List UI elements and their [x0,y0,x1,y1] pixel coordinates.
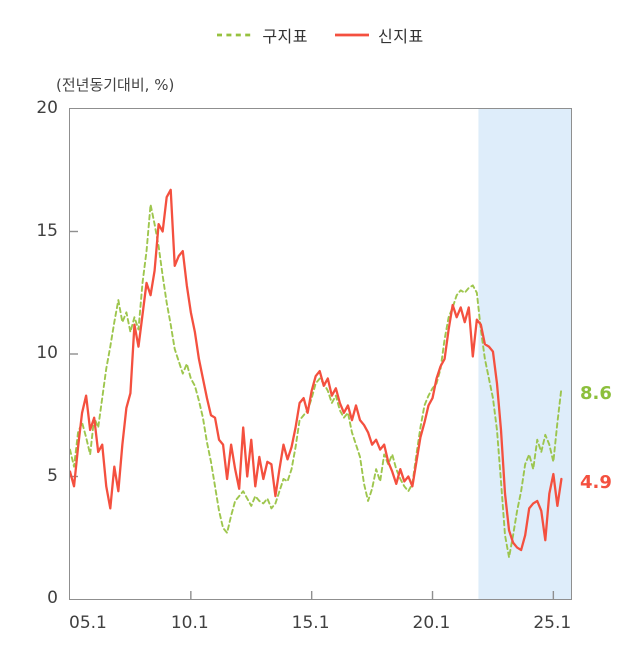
legend-item-new-indicator: 신지표 [334,23,424,47]
end-value-label-new-indicator: 4.9 [580,471,612,493]
x-tick-label: 25.1 [533,613,572,633]
y-axis-unit-label: (전년동기대비, %) [56,76,175,94]
legend-item-old-indicator: 구지표 [216,23,308,47]
series-line-old-indicator [70,203,563,559]
x-tick-label: 20.1 [412,613,451,633]
x-tick-label: 15.1 [291,613,330,633]
plot-area [69,108,572,600]
y-tick-label: 15 [36,220,58,241]
legend: 구지표 신지표 [0,24,640,46]
y-tick-label: 5 [47,465,58,486]
y-tick-label: 0 [47,588,58,608]
dashed-line-sample-icon [217,33,254,37]
x-tick-label: 05.1 [69,613,107,633]
y-tick-label: 10 [36,343,58,363]
legend-label-old-indicator: 구지표 [262,27,308,46]
line-chart-canvas [70,109,571,599]
y-tick-label: 20 [36,98,58,118]
x-tick-label: 10.1 [170,613,209,633]
end-value-label-old-indicator: 8.6 [580,383,612,405]
legend-label-new-indicator: 신지표 [378,27,424,46]
solid-line-sample-icon [335,33,369,37]
series-line-new-indicator [70,188,563,552]
